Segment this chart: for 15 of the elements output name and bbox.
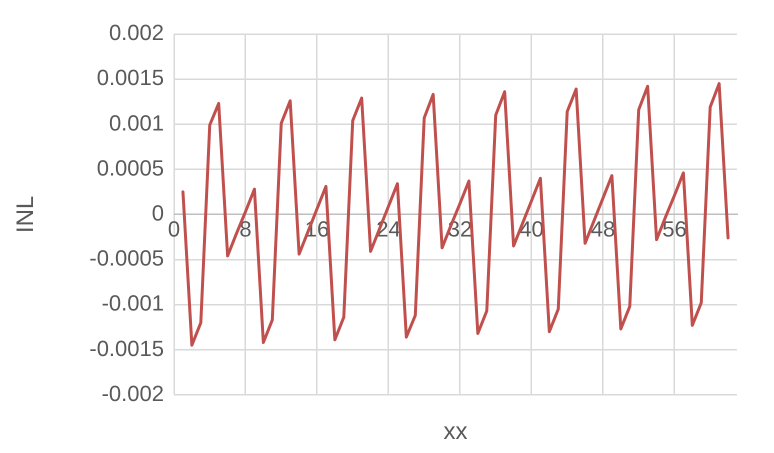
y-tick-label: 0 xyxy=(152,200,164,226)
y-tick-label: -0.0005 xyxy=(89,246,164,271)
x-tick-label: 56 xyxy=(662,216,687,242)
y-tick-label: 0.0015 xyxy=(96,65,164,90)
x-tick-label: 0 xyxy=(168,216,180,242)
y-tick-label: 0.002 xyxy=(108,20,164,46)
y-tick-label: -0.0015 xyxy=(89,336,164,361)
y-tick-label: -0.002 xyxy=(102,380,164,406)
y-axis-title: INL xyxy=(12,196,40,234)
y-tick-label: 0.0005 xyxy=(96,155,164,180)
x-axis-title: xx xyxy=(442,418,468,446)
y-tick-label: -0.001 xyxy=(102,290,164,316)
x-tick-label: 48 xyxy=(590,216,616,242)
y-tick-label: 0.001 xyxy=(108,110,164,136)
x-tick-label: 8 xyxy=(239,216,252,242)
